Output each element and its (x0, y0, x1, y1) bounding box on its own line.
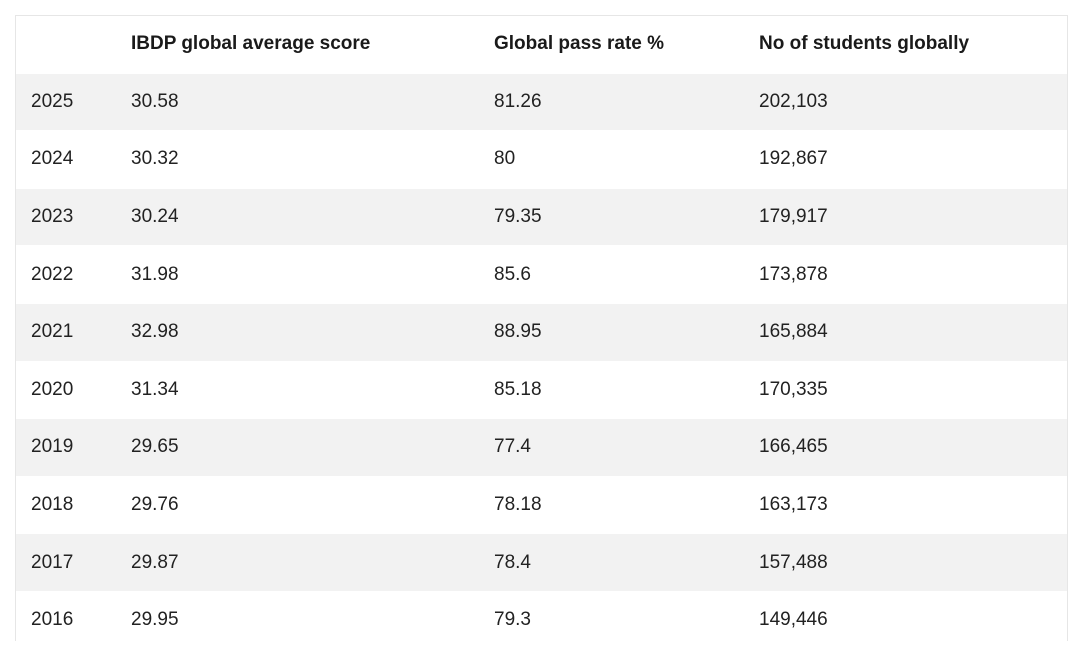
ibdp-results-table: IBDP global average score Global pass ra… (16, 16, 1067, 649)
cell-average-score: 29.95 (131, 609, 179, 631)
table-row: 2016 29.95 79.3 149,446 (16, 591, 1067, 649)
cell-pass-rate: 85.6 (494, 263, 531, 285)
cell-students: 170,335 (759, 378, 828, 400)
cell-students: 157,488 (759, 551, 828, 573)
header-students: No of students globally (759, 33, 970, 55)
cell-year: 2022 (31, 263, 74, 285)
cell-average-score: 30.58 (131, 90, 179, 112)
header-year (16, 16, 131, 73)
cell-year: 2023 (31, 206, 74, 228)
cell-average-score: 29.87 (131, 551, 179, 573)
table-row: 2017 29.87 78.4 157,488 (16, 533, 1067, 592)
table-row: 2021 32.98 88.95 165,884 (16, 303, 1067, 362)
table-row: 2024 30.32 80 192,867 (16, 130, 1067, 189)
cell-year: 2018 (31, 494, 74, 516)
header-average-score: IBDP global average score (131, 33, 371, 55)
cell-students: 179,917 (759, 206, 828, 228)
cell-pass-rate: 79.3 (494, 609, 531, 631)
cell-pass-rate: 85.18 (494, 378, 542, 400)
cell-year: 2025 (31, 90, 74, 112)
cell-year: 2019 (31, 436, 74, 458)
cell-pass-rate: 88.95 (494, 321, 542, 343)
table-row: 2020 31.34 85.18 170,335 (16, 361, 1067, 419)
cell-students: 202,103 (759, 90, 828, 112)
cell-year: 2021 (31, 321, 74, 343)
cell-pass-rate: 79.35 (494, 206, 542, 228)
cell-pass-rate: 78.4 (494, 551, 531, 573)
cell-students: 149,446 (759, 609, 828, 631)
cell-students: 173,878 (759, 263, 828, 285)
cell-pass-rate: 80 (494, 148, 516, 170)
table-row: 2018 29.76 78.18 163,173 (16, 476, 1067, 534)
cell-year: 2024 (31, 148, 74, 170)
cell-students: 163,173 (759, 494, 828, 516)
cell-pass-rate: 81.26 (494, 90, 542, 112)
cell-average-score: 30.24 (131, 206, 179, 228)
cell-pass-rate: 78.18 (494, 494, 542, 516)
cell-average-score: 29.76 (131, 494, 179, 516)
results-table-container: IBDP global average score Global pass ra… (15, 15, 1068, 649)
cell-average-score: 31.34 (131, 378, 179, 400)
cell-average-score: 32.98 (131, 321, 179, 343)
header-pass-rate: Global pass rate % (494, 33, 665, 55)
table-row: 2022 31.98 85.6 173,878 (16, 245, 1067, 304)
table-row: 2025 30.58 81.26 202,103 (16, 73, 1067, 131)
cell-average-score: 29.65 (131, 436, 179, 458)
cell-students: 166,465 (759, 436, 828, 458)
cell-average-score: 30.32 (131, 148, 179, 170)
cell-year: 2020 (31, 378, 74, 400)
cell-students: 165,884 (759, 321, 828, 343)
table-row: 2023 30.24 79.35 179,917 (16, 188, 1067, 246)
cell-students: 192,867 (759, 148, 828, 170)
cell-pass-rate: 77.4 (494, 436, 531, 458)
table-header-row: IBDP global average score Global pass ra… (16, 16, 1067, 73)
cell-year: 2017 (31, 551, 74, 573)
cell-average-score: 31.98 (131, 263, 179, 285)
table-row: 2019 29.65 77.4 166,465 (16, 418, 1067, 477)
cell-year: 2016 (31, 609, 74, 631)
